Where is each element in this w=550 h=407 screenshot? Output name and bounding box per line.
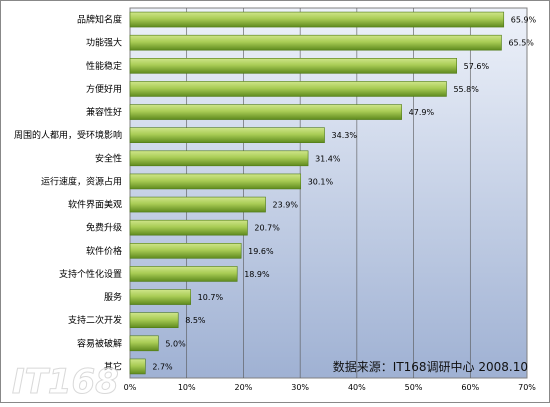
x-tick-label: 0% [124,383,137,392]
bar [129,127,325,143]
category-label: 容易被破解 [77,337,122,349]
category-label: 性能稳定 [86,60,122,72]
bar [129,104,402,120]
value-label: 47.9% [409,108,435,117]
category-label: 软件价格 [86,245,122,257]
category-label: 免费升级 [86,222,122,234]
category-label: 安全性 [95,152,122,164]
bar [129,196,266,213]
value-label: 65.9% [511,16,537,25]
value-label: 10.7% [198,293,224,302]
bar [129,266,238,282]
value-label: 2.7% [152,362,173,371]
category-label: 软件界面美观 [68,199,122,211]
category-label: 其它 [104,360,122,372]
bar [129,34,502,51]
bar [129,58,457,74]
value-label: 19.6% [248,247,274,256]
category-label: 方便好用 [86,83,122,95]
category-labels: 品牌知名度功能强大性能稳定方便好用兼容性好周围的人都用，受环境影响安全性运行速度… [14,14,122,373]
value-label: 23.9% [273,201,299,210]
x-tick-label: 20% [235,383,253,392]
source-note: 数据来源：IT168调研中心 2008.10 [333,359,528,374]
x-tick-label: 50% [405,383,423,392]
value-labels: 65.9% 65.5% 57.6% 55.8% 47.9% 34.3% 31.4% 30.1%… [152,16,536,372]
x-tick-label: 40% [348,383,366,392]
value-label: 18.9% [244,270,270,279]
category-label: 周围的人都用，受环境影响 [14,129,122,141]
bar [129,11,505,28]
category-label: 兼容性好 [86,106,122,118]
category-label: 功能强大 [86,37,122,49]
value-label: 57.6% [464,62,490,71]
watermark-logo: IT168 [12,362,119,402]
value-label: 5.0% [165,339,186,348]
category-label: 品牌知名度 [77,14,122,26]
bar [129,219,248,236]
x-tick-label: 70% [518,383,536,392]
value-label: 30.1% [308,177,334,186]
category-label: 支持个性化设置 [59,268,122,280]
bar [129,150,309,167]
value-label: 55.8% [453,85,479,94]
value-label: 34.3% [332,131,358,140]
bar [129,335,159,352]
value-label: 65.5% [508,39,534,48]
category-label: 运行速度，资源占用 [41,175,122,187]
value-label: 20.7% [254,224,280,233]
bar [129,173,302,190]
x-tick-label: 10% [178,383,196,392]
bar [129,81,447,97]
x-tick-label: 30% [291,383,309,392]
bar [129,289,191,305]
value-label: 31.4% [315,154,341,163]
bars [129,11,505,375]
bar [129,243,242,259]
category-label: 服务 [104,291,122,303]
category-label: 支持二次开发 [68,314,122,326]
bar [129,358,146,375]
value-label: 8.5% [185,316,206,325]
x-tick-label: 60% [461,383,479,392]
bar [129,312,179,328]
x-axis-ticks: 0% 10% 20% 30% 40% 50% 60% 70% [124,383,537,392]
